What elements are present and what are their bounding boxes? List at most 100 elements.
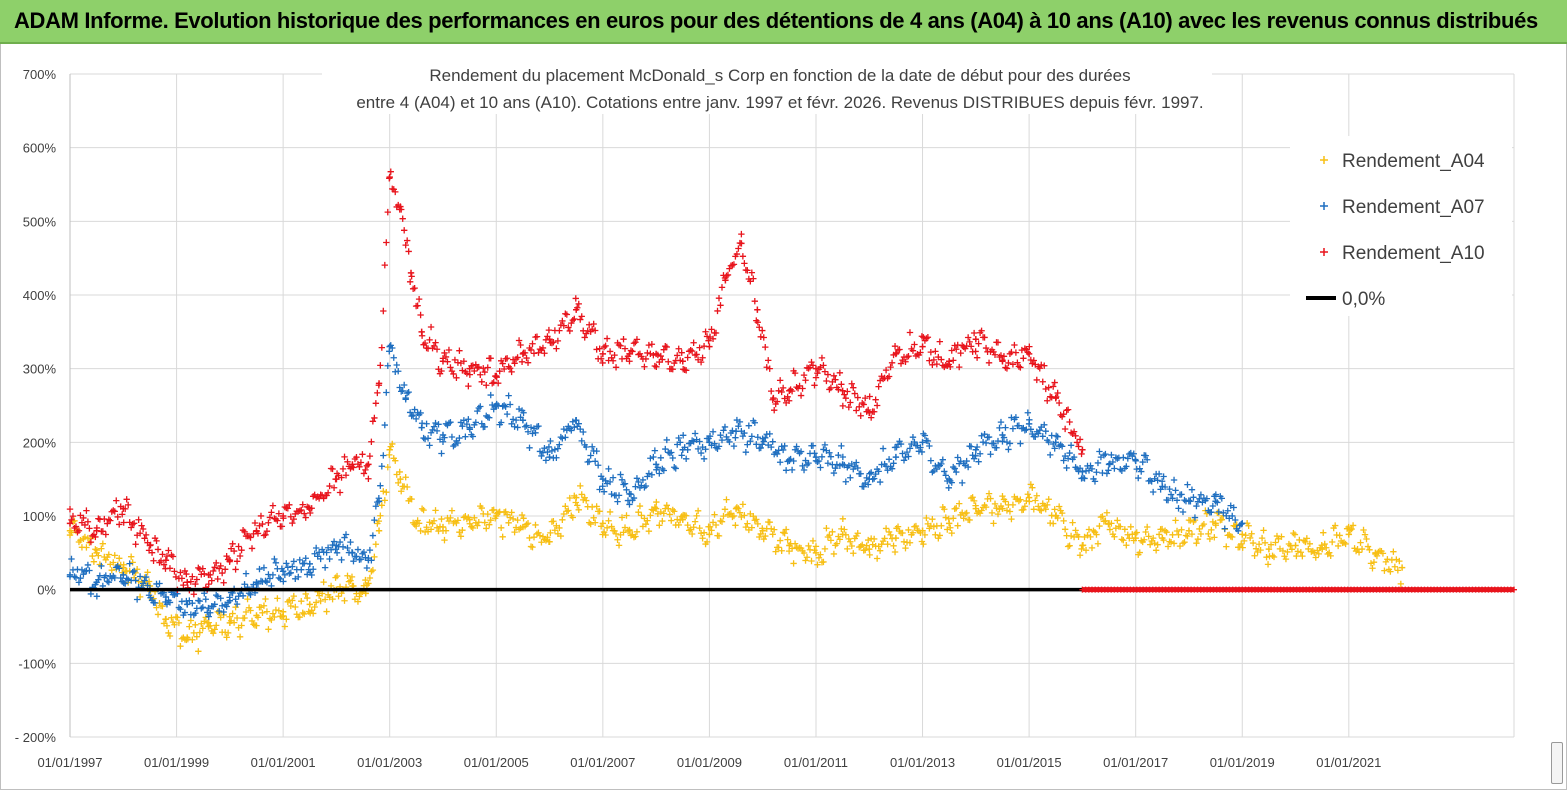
data-point	[577, 425, 584, 433]
data-point	[1323, 544, 1330, 551]
data-point	[642, 521, 650, 528]
data-point	[89, 552, 96, 560]
data-point	[632, 483, 639, 490]
data-point	[770, 394, 777, 402]
data-point	[398, 488, 405, 495]
data-point	[1142, 452, 1149, 459]
data-point	[993, 444, 1000, 451]
data-point	[781, 442, 788, 450]
data-point	[572, 306, 580, 313]
data-point	[566, 327, 574, 335]
data-point	[712, 329, 720, 337]
data-point	[644, 517, 651, 524]
chart-title: Rendement du placement McDonald_s Corp e…	[429, 66, 1130, 85]
data-point	[1299, 552, 1306, 560]
data-point	[715, 443, 723, 450]
data-point	[768, 387, 775, 395]
data-point	[141, 535, 148, 542]
data-point	[341, 534, 348, 541]
data-point	[380, 307, 387, 315]
data-point	[360, 549, 368, 556]
data-point	[906, 329, 914, 336]
data-point	[399, 215, 406, 222]
data-point	[1252, 545, 1260, 552]
data-point	[515, 405, 523, 413]
data-point	[993, 504, 1000, 512]
data-point	[626, 527, 633, 534]
data-point	[1218, 495, 1225, 502]
data-point	[142, 531, 150, 539]
data-point	[226, 557, 234, 564]
data-point	[827, 384, 835, 392]
data-point	[696, 524, 703, 532]
data-point	[177, 606, 184, 613]
data-point	[120, 505, 127, 512]
data-point	[366, 546, 374, 554]
data-point	[218, 602, 226, 609]
data-point	[930, 523, 938, 530]
data-point	[733, 504, 741, 511]
data-point	[236, 633, 244, 640]
data-point	[450, 370, 457, 378]
data-point	[423, 524, 430, 531]
data-point	[541, 444, 548, 452]
data-point	[954, 454, 961, 461]
data-point	[668, 449, 675, 456]
data-point	[636, 502, 644, 510]
data-point	[1370, 558, 1378, 566]
data-point	[929, 516, 936, 523]
data-point	[1018, 346, 1026, 354]
data-point	[827, 537, 835, 544]
data-point	[657, 454, 665, 462]
data-point	[830, 550, 838, 558]
data-point	[184, 601, 191, 608]
data-point	[1357, 539, 1364, 546]
data-point	[247, 534, 254, 541]
data-point	[866, 475, 873, 483]
data-point	[519, 350, 527, 358]
data-point	[214, 608, 221, 616]
data-point	[817, 551, 824, 558]
data-point	[744, 441, 751, 448]
data-point	[475, 519, 482, 526]
data-point	[257, 604, 265, 611]
data-point	[1143, 456, 1151, 463]
data-point	[853, 459, 860, 466]
data-point	[368, 568, 375, 575]
data-point	[839, 531, 846, 538]
legend-item: Rendement_A07	[1320, 197, 1485, 218]
data-point	[530, 350, 538, 357]
data-point	[275, 607, 283, 614]
data-point	[972, 446, 980, 453]
data-point	[472, 419, 480, 426]
data-point	[894, 523, 902, 530]
data-point	[836, 369, 844, 377]
data-point	[1006, 508, 1014, 515]
data-point	[1152, 547, 1160, 554]
data-point	[1055, 503, 1063, 510]
data-point	[283, 616, 290, 623]
data-point	[365, 461, 372, 468]
data-point	[612, 530, 620, 538]
data-point	[1070, 453, 1078, 461]
data-point	[224, 629, 232, 637]
data-point	[596, 486, 603, 493]
resize-handle[interactable]	[1551, 742, 1563, 784]
data-point	[232, 603, 239, 611]
data-point	[1093, 531, 1100, 538]
data-point	[700, 529, 708, 536]
data-point	[678, 349, 685, 356]
data-point	[586, 519, 593, 526]
data-point	[675, 345, 682, 352]
data-point	[1127, 523, 1134, 531]
data-point	[571, 423, 578, 431]
data-point	[1054, 389, 1061, 397]
data-point	[820, 558, 827, 566]
data-point	[153, 537, 160, 545]
data-point	[529, 543, 536, 551]
data-point	[415, 295, 423, 303]
data-point	[1159, 534, 1166, 542]
data-point	[1047, 393, 1054, 400]
data-point	[560, 322, 568, 329]
data-point	[210, 567, 217, 575]
